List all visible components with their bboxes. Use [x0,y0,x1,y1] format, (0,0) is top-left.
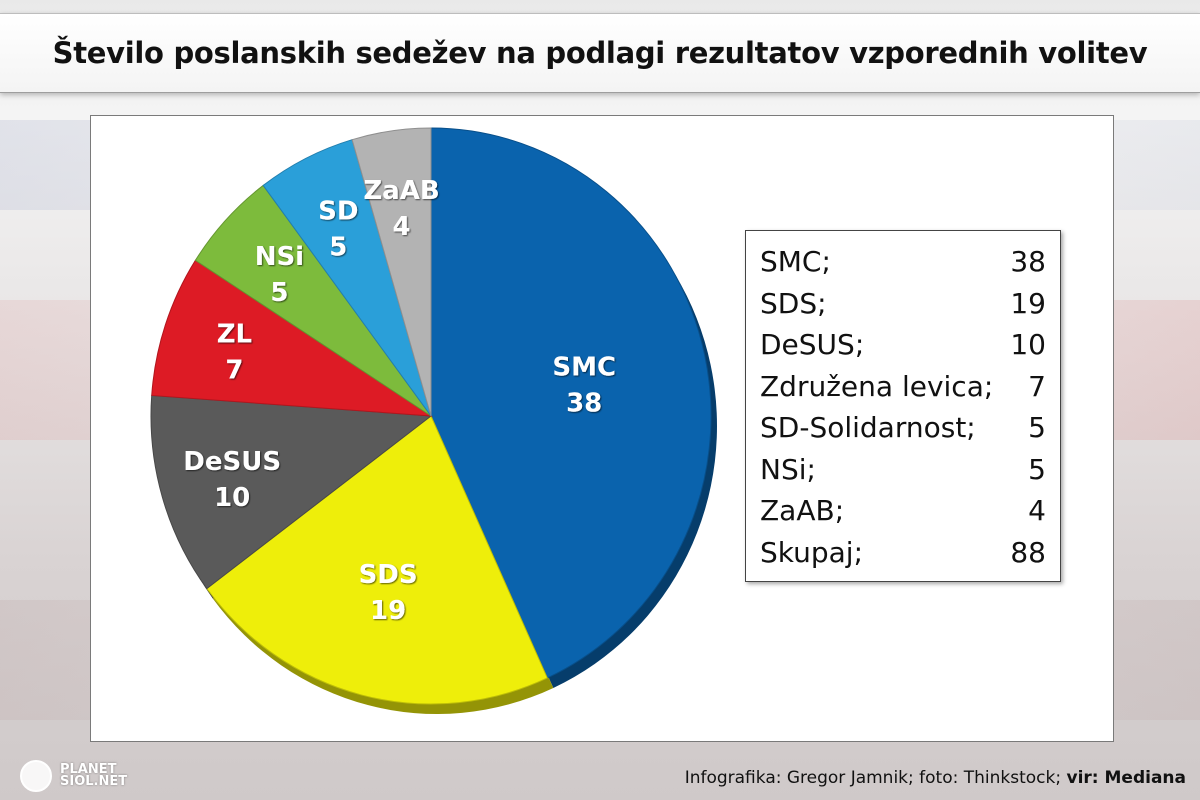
legend-label: SD-Solidarnost; [760,411,976,445]
pie-slice-desus [150,394,433,590]
slice-value: 5 [270,278,288,308]
slice-value: 7 [225,356,243,386]
logo-line2: SIOL.NET [60,774,128,789]
slice-label: ZaAB [363,176,439,206]
legend-value: 4 [1028,494,1046,528]
pie-slice-zl [151,259,433,417]
pie-slice-zaab [351,127,432,417]
legend-label: ZaAB; [760,494,845,528]
legend-row: SD-Solidarnost; 5 [760,407,1046,449]
legend-row: Združena levica; 7 [760,366,1046,408]
legend-label: Skupaj; [760,535,864,569]
slice-label: SMC [552,353,616,383]
slice-label: SD [318,196,358,226]
source-text: vir: Mediana [1066,768,1187,788]
legend-value: 10 [1010,328,1046,362]
legend-value: 7 [1028,369,1046,403]
legend-row: SMC; 38 [760,241,1046,283]
slice-label: NSi [255,242,304,272]
legend-box: SMC; 38 SDS; 19 DeSUS; 10 Združena levica; 7 SD-… [745,230,1061,582]
legend-row: NSi; 5 [760,449,1046,491]
legend-row: ZaAB; 4 [760,490,1046,532]
footer-credit: Infografika: Gregor Jamnik; foto: Thinks… [685,768,1186,788]
legend-value: 5 [1028,452,1046,486]
legend-label: SMC; [760,245,831,279]
logo-line1: PLANET [60,762,117,777]
legend-label: Združena levica; [760,369,994,403]
slice-label: DeSUS [183,447,281,477]
pie-slice-sds [206,415,548,705]
legend-value: 5 [1028,411,1046,445]
logo: PLANET SIOL.NET [20,760,127,792]
legend-value: 88 [1010,535,1046,569]
slice-label: ZL [217,320,252,350]
pie-slice-smc [430,127,712,679]
legend-label: NSi; [760,452,816,486]
credit-text: Infografika: Gregor Jamnik; foto: Thinks… [684,768,1067,788]
slice-value: 4 [392,212,410,242]
legend-row: DeSUS; 10 [760,324,1046,366]
slice-value: 5 [329,232,347,262]
legend-value: 38 [1010,245,1046,279]
legend-label: DeSUS; [760,328,865,362]
title-bar: Število poslanskih sedežev na podlagi re… [0,13,1200,93]
legend-label: SDS; [760,286,827,320]
chart-panel: SMC 38 SDS 19 DeSUS 10 ZL 7 NSi 5 SD 5 ZaAB 4 SMC; 38 S… [90,115,1114,742]
slice-label: SDS [359,560,418,590]
legend-row: Skupaj; 88 [760,532,1046,574]
slice-value: 38 [566,389,602,419]
logo-icon [20,760,52,792]
slice-value: 19 [370,596,406,626]
legend-value: 19 [1010,286,1046,320]
slice-value: 10 [214,483,250,513]
legend-row: SDS; 19 [760,283,1046,325]
pie-chart: SMC 38 SDS 19 DeSUS 10 ZL 7 NSi 5 SD 5 ZaAB 4 [150,127,717,714]
chart-title: Število poslanskih sedežev na podlagi re… [52,36,1148,70]
